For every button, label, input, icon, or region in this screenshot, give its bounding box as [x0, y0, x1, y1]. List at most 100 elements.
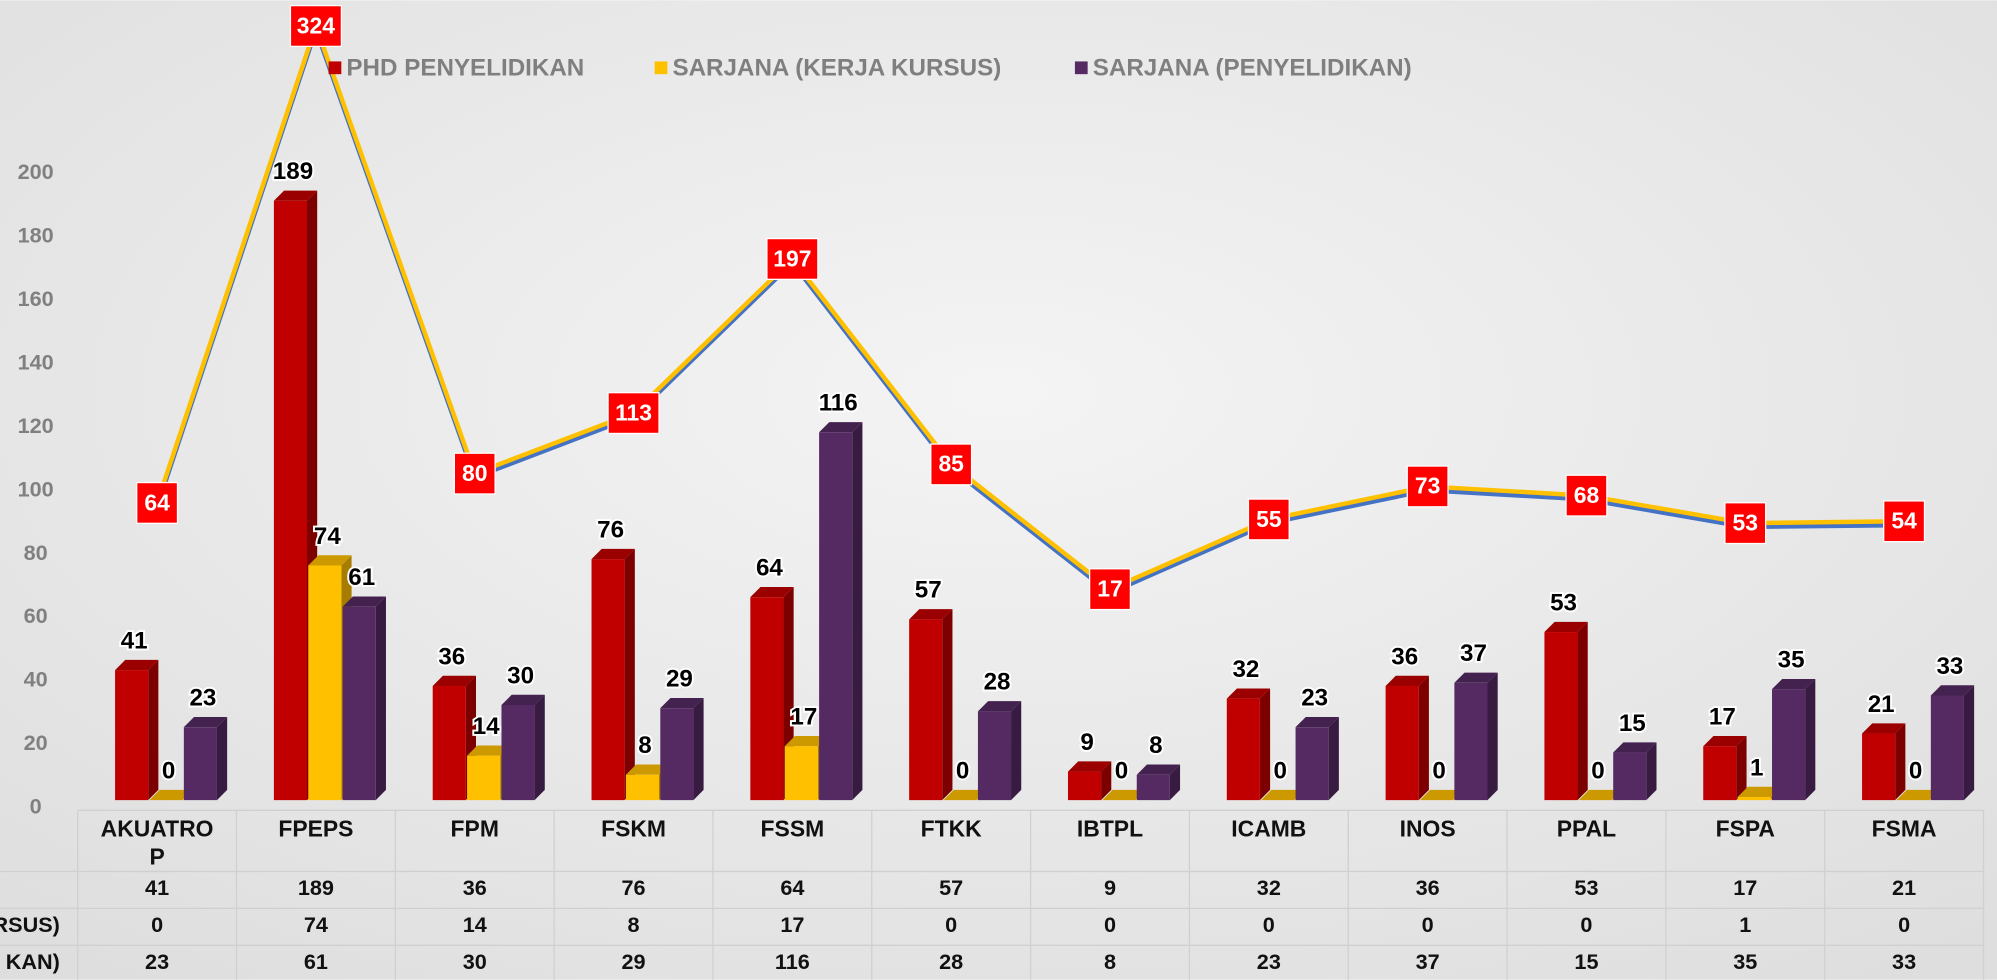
bar-side — [534, 694, 545, 801]
x-tick-label: FPM — [451, 816, 499, 842]
bar-top — [1136, 764, 1181, 775]
bar-group — [909, 609, 953, 801]
bar — [342, 606, 376, 801]
bar — [625, 774, 660, 801]
bar-group — [501, 694, 545, 801]
table-cell: 76 — [622, 875, 646, 900]
data-label: 64 — [756, 555, 783, 582]
data-label: 53 — [1550, 589, 1577, 616]
bar-group — [342, 596, 386, 801]
y-tick-label: 140 — [18, 350, 54, 375]
table-cell: 15 — [1574, 949, 1598, 974]
table-cell: 0 — [1580, 912, 1592, 937]
table-cell: 0 — [1104, 912, 1116, 937]
total-label: 64 — [144, 489, 170, 515]
table-cell: 64 — [780, 875, 804, 900]
x-tick-label: AKUATRO P — [101, 816, 214, 870]
total-label-box — [1724, 502, 1767, 545]
bar-side — [1328, 716, 1339, 801]
bar-top — [342, 596, 386, 607]
table-cell: 35 — [1733, 949, 1757, 974]
total-label-box — [1247, 498, 1290, 541]
bar-side — [1487, 672, 1498, 801]
data-label: 0 — [1115, 757, 1128, 784]
table-cell: 74 — [304, 912, 328, 937]
data-label: 36 — [438, 643, 465, 670]
bar — [1930, 695, 1964, 801]
bar-group — [750, 586, 794, 801]
bar-group — [1544, 621, 1588, 801]
y-tick-label: 180 — [18, 223, 54, 248]
bar-side — [148, 659, 159, 801]
total-line — [154, 19, 1905, 592]
bar-top — [1896, 789, 1940, 801]
bar-side — [1011, 701, 1022, 801]
data-label: 0 — [956, 757, 969, 784]
bar — [1737, 796, 1771, 801]
bar-group — [819, 422, 863, 801]
table-cell: 0 — [945, 912, 957, 937]
y-tick-label: 60 — [24, 603, 48, 628]
bar — [784, 746, 818, 801]
table-cell: 37 — [1416, 949, 1440, 974]
bar — [819, 432, 853, 801]
bar-group — [660, 697, 704, 801]
table-cell: 53 — [1574, 875, 1598, 900]
data-label: 14 — [473, 713, 500, 740]
bar — [909, 619, 943, 801]
total-label-box — [453, 452, 496, 495]
total-label: 53 — [1733, 509, 1758, 535]
bar — [308, 565, 342, 801]
bar-top — [1544, 621, 1588, 633]
bar — [1613, 752, 1647, 801]
data-label: 41 — [121, 627, 148, 654]
bar-top — [1772, 678, 1816, 690]
y-tick-label: 20 — [24, 730, 48, 755]
bar-top — [1703, 736, 1747, 747]
table-cell: 29 — [622, 949, 646, 974]
bar-group — [1295, 716, 1339, 801]
bar-group — [183, 716, 228, 801]
bar-top — [1067, 761, 1112, 772]
data-label: 116 — [819, 390, 858, 417]
bar — [115, 670, 149, 801]
total-label-box — [1088, 568, 1132, 611]
total-label-box — [1883, 500, 1926, 543]
bar-top — [501, 694, 545, 705]
y-tick-label: 160 — [18, 286, 54, 311]
table-cell: 36 — [1416, 875, 1440, 900]
bar-group — [1419, 789, 1464, 801]
table-cell: 0 — [1898, 912, 1910, 937]
x-tick-label: FSSM — [761, 816, 825, 842]
data-label: 0 — [1591, 757, 1604, 784]
bar-group — [1930, 685, 1975, 801]
total-label: 55 — [1256, 506, 1282, 532]
bar-top — [1930, 685, 1975, 696]
data-label: 0 — [162, 757, 175, 784]
data-label: 76 — [597, 516, 624, 543]
bar — [1862, 733, 1896, 801]
bar-top — [273, 190, 318, 201]
x-tick-label: FPEPS — [278, 816, 353, 842]
bar-group — [1772, 678, 1816, 801]
table-cell: 8 — [1104, 949, 1116, 974]
table-cell: 28 — [939, 949, 963, 974]
bar-top — [660, 697, 704, 709]
x-tick-label: PPAL — [1557, 816, 1616, 842]
bar-side — [1101, 761, 1112, 801]
table-cell: 1 — [1739, 912, 1751, 937]
table-cell: 23 — [1257, 949, 1281, 974]
x-tick-label-part: P — [149, 844, 164, 870]
legend-swatch — [654, 61, 668, 75]
bar-top — [1578, 789, 1623, 801]
total-label: 85 — [938, 451, 964, 477]
bar-top — [1226, 688, 1271, 699]
table-row-label: KAN) — [6, 949, 60, 974]
x-tick-label: INOS — [1400, 816, 1456, 842]
data-label: 28 — [984, 669, 1011, 696]
bar-side — [1895, 723, 1906, 801]
data-label: 23 — [1301, 685, 1328, 712]
bar-group — [977, 701, 1022, 801]
y-tick-label: 120 — [18, 413, 54, 438]
data-label: 15 — [1619, 710, 1646, 737]
